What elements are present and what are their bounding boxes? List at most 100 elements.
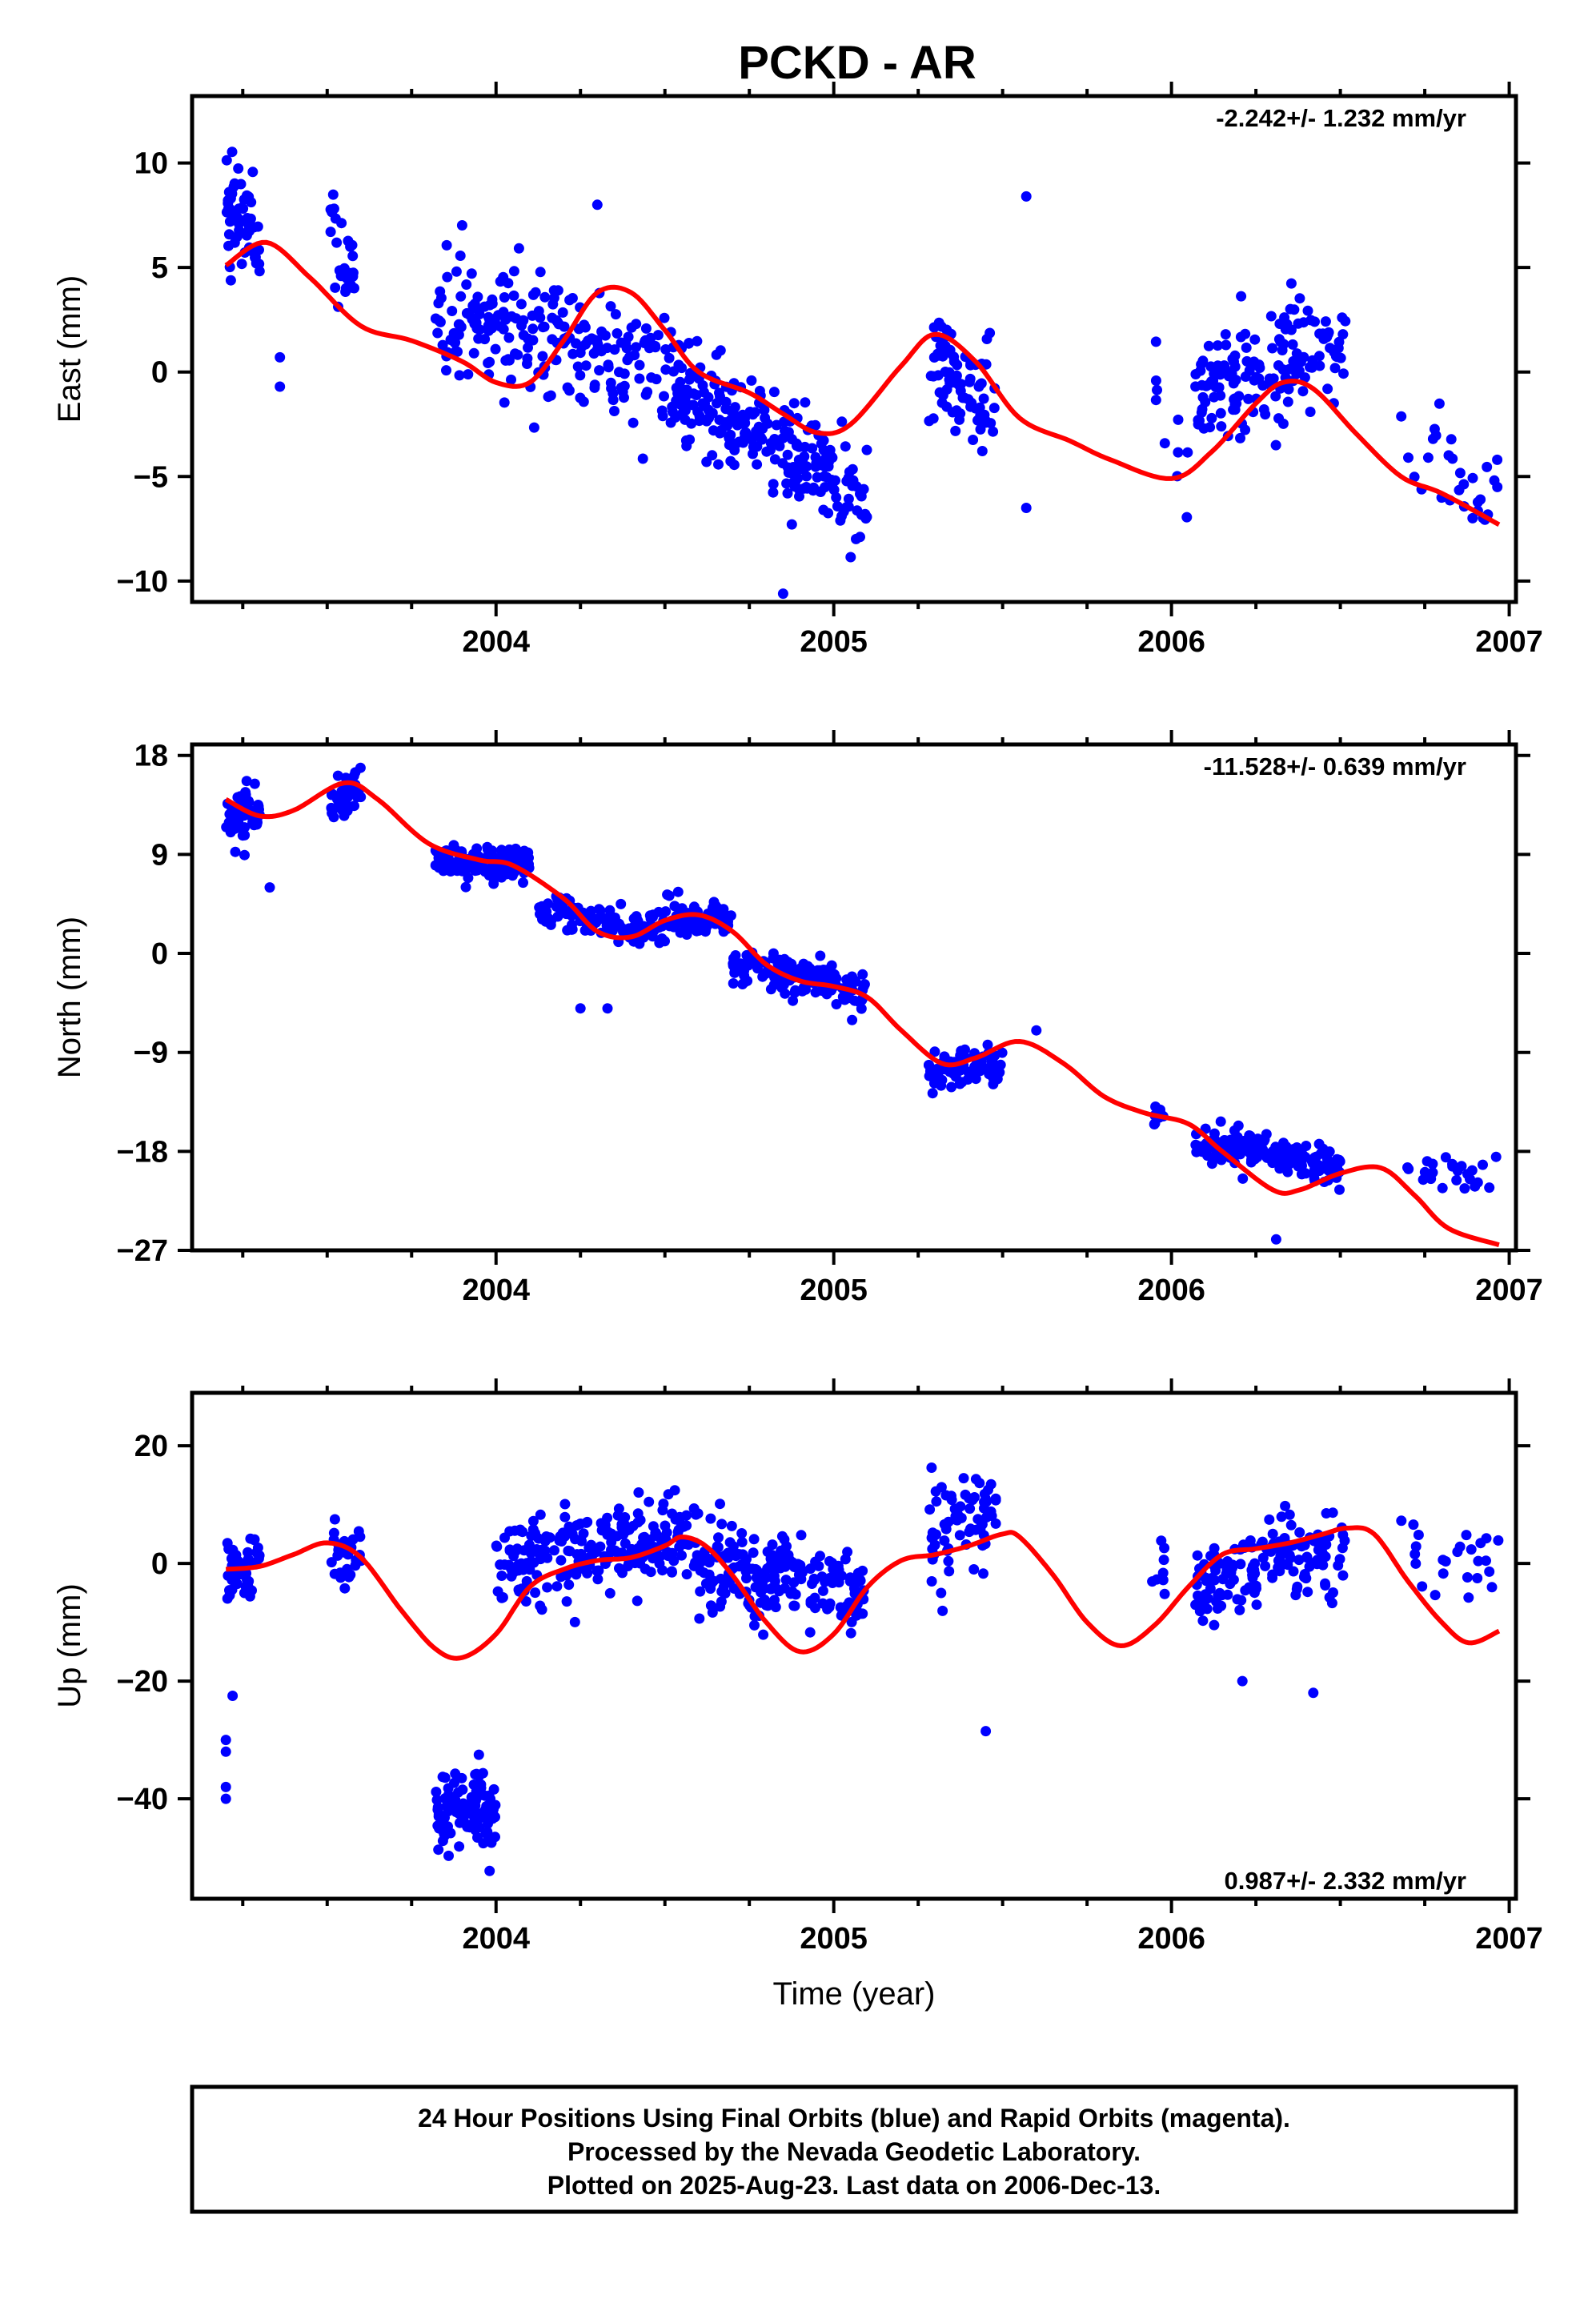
up-data-point <box>674 1511 685 1523</box>
east-data-point <box>1273 334 1285 345</box>
east-data-point <box>980 415 991 426</box>
north-data-point <box>615 921 626 932</box>
up-data-point <box>485 1793 496 1804</box>
east-data-point <box>700 398 710 409</box>
north-data-point <box>233 808 244 820</box>
up-data-point <box>990 1495 1001 1506</box>
up-data-point <box>1236 1595 1247 1606</box>
north-frame <box>190 742 1518 1253</box>
north-xtick-label: 2006 <box>1137 1274 1205 1307</box>
up-data-point <box>713 1532 724 1543</box>
up-data-point <box>571 1549 583 1560</box>
up-data-point <box>926 1576 937 1587</box>
up-data-point <box>541 1531 552 1542</box>
up-data-point <box>1193 1590 1203 1601</box>
north-data-point <box>482 844 493 855</box>
up-data-point <box>454 1817 465 1828</box>
east-data-point <box>725 455 736 467</box>
north-data-point <box>693 925 704 936</box>
up-data-point <box>633 1544 644 1555</box>
up-data-point <box>747 1563 758 1575</box>
east-data-point <box>479 301 490 312</box>
up-ytick-label: −40 <box>117 1783 168 1816</box>
north-data-point <box>488 878 499 889</box>
up-data-point <box>781 1541 792 1552</box>
east-data-point <box>807 443 818 454</box>
up-data-point <box>223 1570 234 1581</box>
up-data-point <box>1151 1574 1162 1585</box>
up-data-point <box>1276 1511 1287 1523</box>
east-data-point <box>928 371 939 382</box>
up-data-point <box>491 1540 502 1551</box>
up-data-point <box>926 1462 937 1473</box>
east-data-point <box>1285 324 1297 335</box>
north-rate-label: -11.528+/- 0.639 mm/yr <box>1204 752 1466 780</box>
up-data-point <box>1156 1535 1167 1547</box>
east-data-point <box>1325 343 1336 354</box>
east-data-point <box>712 398 722 409</box>
up-rate-label: 0.987+/- 2.332 mm/yr <box>1225 1867 1466 1895</box>
up-data-point <box>244 1591 255 1602</box>
north-data-point <box>451 865 463 877</box>
up-data-point <box>1302 1587 1313 1598</box>
up-frame <box>190 1390 1518 1901</box>
east-data-point <box>1422 452 1434 463</box>
up-data-point <box>810 1603 820 1614</box>
up-data-point <box>1461 1530 1472 1541</box>
north-data-point <box>335 788 347 800</box>
north-data-point <box>844 993 855 1004</box>
up-data-point <box>542 1552 553 1563</box>
east-data-point <box>1274 319 1285 329</box>
north-data-point <box>602 1003 613 1014</box>
east-data-point <box>1215 407 1226 419</box>
up-model-line <box>225 1525 1501 1661</box>
east-data-point <box>768 387 780 398</box>
up-data-point <box>439 1830 450 1841</box>
up-data-point <box>936 1482 947 1493</box>
north-data-point <box>460 881 471 893</box>
north-data-point <box>225 827 236 838</box>
north-data-point <box>1229 1137 1240 1148</box>
north-data-point <box>1300 1168 1311 1179</box>
east-data-point <box>1467 512 1478 524</box>
east-data-point <box>851 481 862 492</box>
up-data-point <box>479 1804 491 1815</box>
east-data-point <box>1196 407 1207 418</box>
up-data-point <box>769 1595 780 1606</box>
east-data-point <box>657 411 668 422</box>
east-data-point <box>988 403 1000 414</box>
east-data-point <box>591 199 603 211</box>
east-data-point <box>631 319 642 330</box>
east-data-point <box>1429 423 1440 435</box>
east-data-point <box>756 432 767 443</box>
north-data-point <box>230 846 241 857</box>
up-data-point <box>1308 1687 1319 1699</box>
east-data-point <box>609 406 620 416</box>
north-data-point <box>1149 1119 1160 1129</box>
up-data-point <box>788 1562 800 1572</box>
east-data-point <box>435 286 446 297</box>
north-data-point <box>239 849 250 861</box>
east-data-point <box>490 343 501 355</box>
east-data-point <box>432 327 443 339</box>
up-data-point <box>1410 1541 1422 1552</box>
east-data-point <box>512 349 523 360</box>
east-data-point <box>523 342 533 353</box>
up-data-point <box>593 1565 604 1576</box>
north-data-point <box>231 816 243 828</box>
north-ytick-label: 9 <box>151 838 168 872</box>
up-data-point <box>954 1530 965 1541</box>
up-data-point <box>1333 1560 1344 1571</box>
north-data-point <box>1465 1174 1475 1185</box>
east-data-point <box>640 389 652 400</box>
up-data-point <box>765 1562 776 1573</box>
east-xtick-label: 2007 <box>1475 625 1543 659</box>
north-data-point <box>725 910 736 921</box>
east-data-point <box>757 423 768 434</box>
up-data-point <box>704 1557 715 1568</box>
north-data-point <box>241 776 252 787</box>
north-data-point <box>595 905 606 917</box>
east-data-point <box>724 431 735 443</box>
east-data-point <box>337 270 348 281</box>
east-data-point <box>924 415 935 427</box>
